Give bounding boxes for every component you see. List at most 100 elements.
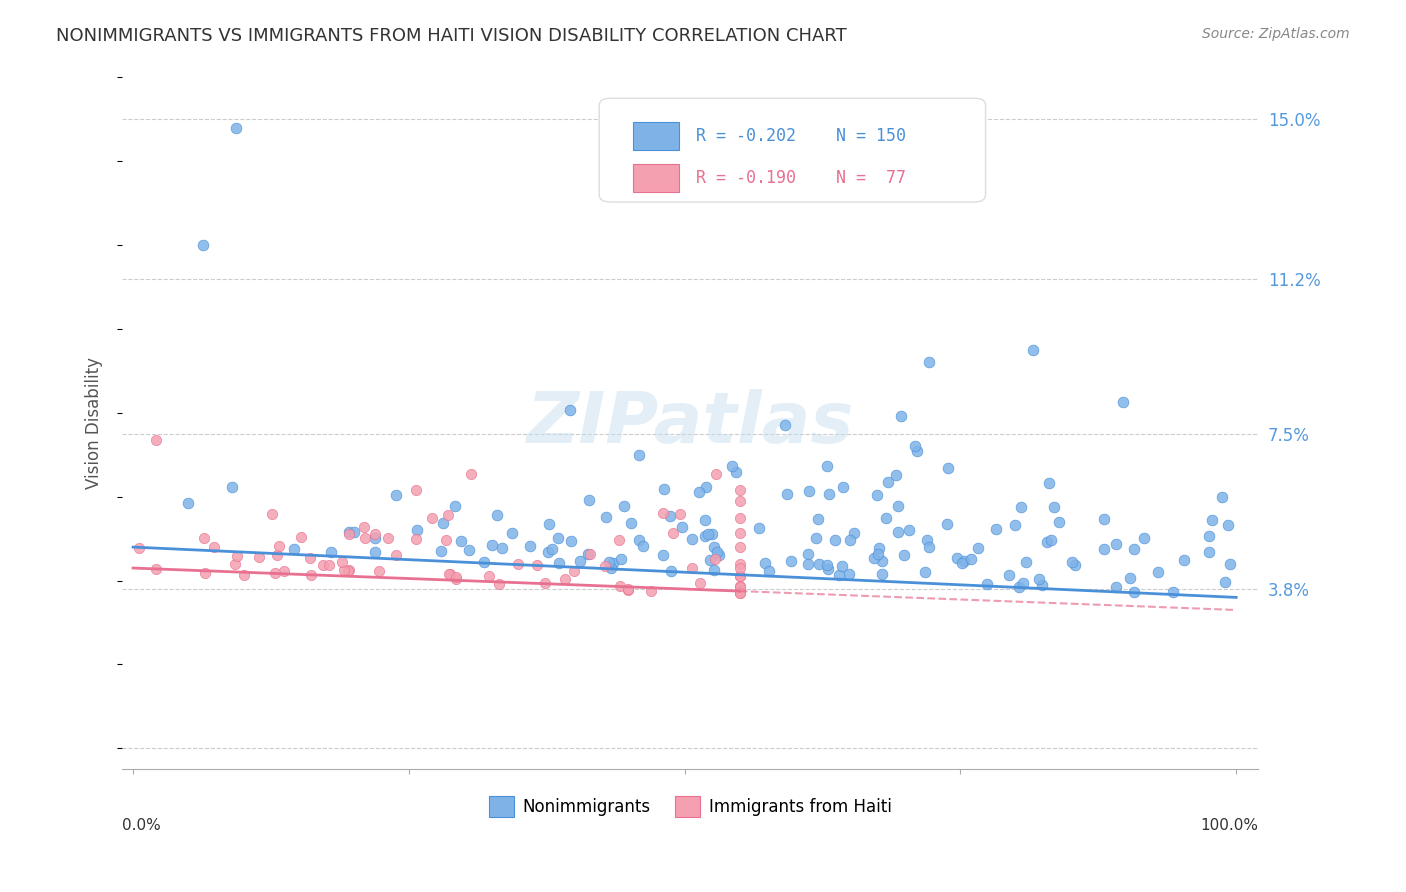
Point	[526, 558, 548, 573]
Point	[432, 516, 454, 530]
Point	[260, 507, 283, 521]
Point	[897, 523, 920, 537]
Point	[704, 467, 727, 482]
Point	[474, 555, 496, 569]
Point	[1063, 558, 1085, 573]
Point	[839, 533, 862, 547]
Point	[682, 533, 704, 547]
Point	[337, 563, 360, 577]
Point	[946, 551, 969, 566]
Point	[1147, 565, 1170, 579]
Point	[905, 444, 928, 458]
Point	[444, 570, 467, 584]
Point	[628, 448, 651, 462]
Point	[537, 545, 560, 559]
Text: R = -0.190    N =  77: R = -0.190 N = 77	[696, 169, 905, 186]
Point	[595, 510, 617, 524]
Point	[405, 483, 427, 498]
Point	[501, 526, 523, 541]
Point	[875, 510, 897, 524]
Point	[560, 533, 582, 548]
Point	[446, 572, 468, 586]
Point	[548, 556, 571, 570]
Point	[631, 539, 654, 553]
Point	[1122, 585, 1144, 599]
Point	[914, 566, 936, 580]
Point	[191, 238, 214, 252]
Point	[488, 576, 510, 591]
Point	[1015, 555, 1038, 569]
Point	[330, 556, 353, 570]
Point	[560, 403, 582, 417]
Point	[273, 564, 295, 578]
Point	[562, 564, 585, 578]
Point	[662, 526, 685, 541]
Point	[225, 120, 247, 135]
Point	[194, 566, 217, 580]
Point	[607, 533, 630, 548]
Point	[1198, 529, 1220, 543]
Point	[1028, 572, 1050, 586]
Point	[950, 556, 973, 570]
Point	[918, 355, 941, 369]
Point	[337, 524, 360, 539]
Point	[616, 582, 638, 597]
Point	[807, 558, 830, 572]
Point	[1047, 515, 1070, 529]
Point	[652, 482, 675, 496]
Point	[506, 558, 529, 572]
Point	[838, 567, 860, 582]
Point	[1004, 518, 1026, 533]
Point	[773, 417, 796, 432]
Point	[533, 576, 555, 591]
Point	[728, 483, 751, 497]
Point	[866, 488, 889, 502]
Point	[593, 558, 616, 573]
Point	[478, 568, 501, 582]
Point	[1133, 531, 1156, 545]
Point	[1021, 343, 1043, 357]
Point	[728, 582, 751, 597]
Point	[797, 483, 820, 498]
FancyBboxPatch shape	[633, 164, 679, 192]
Point	[815, 558, 838, 573]
Point	[1010, 500, 1032, 515]
Point	[817, 562, 839, 576]
Point	[1119, 571, 1142, 585]
Point	[728, 579, 751, 593]
Point	[364, 526, 387, 541]
Point	[728, 586, 751, 600]
Point	[863, 550, 886, 565]
Point	[728, 511, 751, 525]
Point	[725, 465, 748, 479]
Point	[707, 548, 730, 562]
Point	[728, 526, 751, 541]
Point	[1198, 545, 1220, 559]
Point	[817, 487, 839, 501]
Point	[430, 544, 453, 558]
Point	[758, 564, 780, 578]
Point	[695, 480, 717, 494]
Point	[434, 533, 457, 548]
Point	[283, 542, 305, 557]
Point	[706, 545, 728, 559]
Point	[177, 496, 200, 510]
Point	[312, 558, 335, 573]
Point	[318, 558, 340, 573]
Point	[576, 547, 599, 561]
Point	[915, 533, 938, 547]
Point	[870, 554, 893, 568]
Legend: Nonimmigrants, Immigrants from Haiti: Nonimmigrants, Immigrants from Haiti	[482, 789, 898, 823]
Point	[333, 563, 356, 577]
Point	[952, 554, 974, 568]
Point	[491, 541, 513, 555]
Point	[671, 520, 693, 534]
Point	[1039, 533, 1062, 547]
Point	[610, 188, 633, 202]
Text: 100.0%: 100.0%	[1201, 818, 1258, 833]
Point	[579, 547, 602, 561]
Point	[668, 507, 690, 521]
Point	[997, 567, 1019, 582]
Point	[702, 540, 724, 554]
Point	[728, 569, 751, 583]
